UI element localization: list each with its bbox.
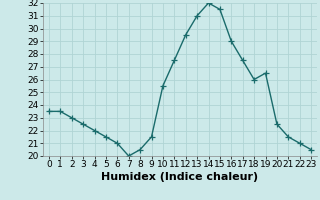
X-axis label: Humidex (Indice chaleur): Humidex (Indice chaleur) bbox=[101, 172, 259, 182]
